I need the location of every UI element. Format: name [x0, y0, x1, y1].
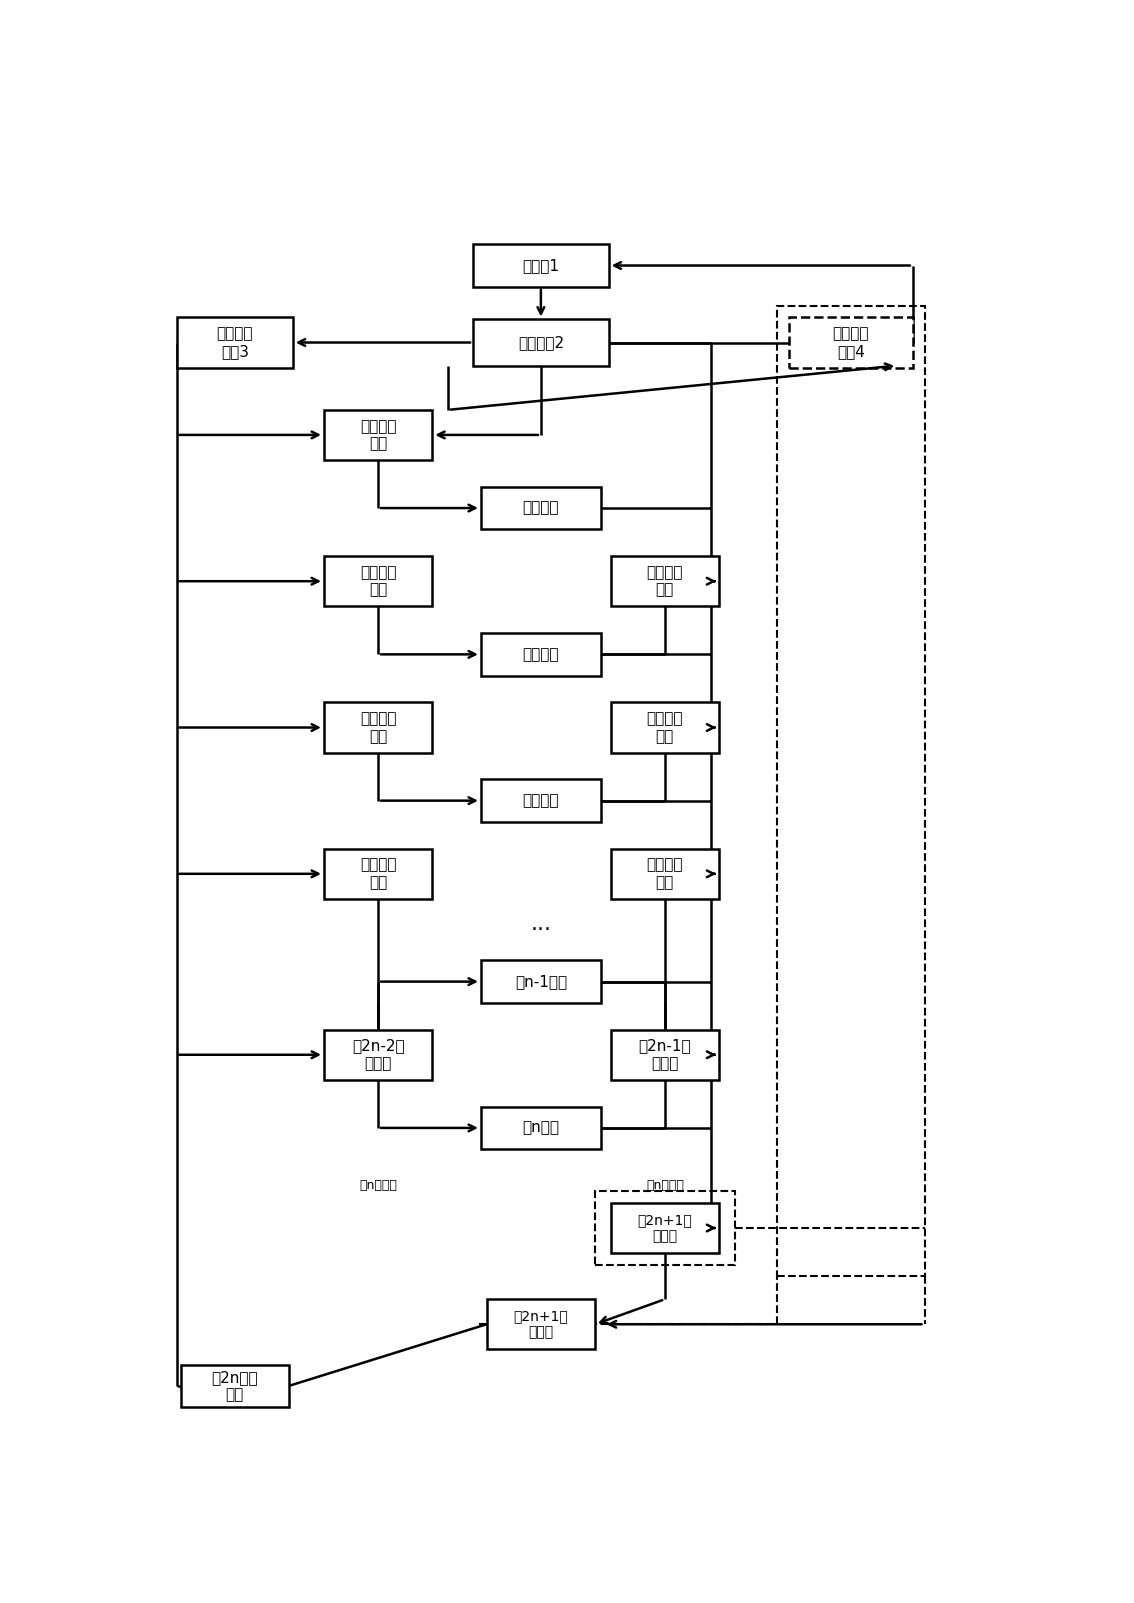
FancyBboxPatch shape	[180, 1364, 289, 1407]
Text: 第七程控
开关: 第七程控 开关	[646, 858, 683, 890]
FancyBboxPatch shape	[481, 487, 601, 529]
Text: 第2n程控
开关: 第2n程控 开关	[211, 1369, 259, 1403]
Text: 主控单关2: 主控单关2	[518, 335, 564, 349]
Text: 若n为偶数: 若n为偶数	[359, 1180, 397, 1193]
FancyBboxPatch shape	[610, 1029, 719, 1080]
FancyBboxPatch shape	[324, 702, 432, 752]
FancyBboxPatch shape	[324, 848, 432, 899]
FancyBboxPatch shape	[473, 244, 609, 287]
FancyBboxPatch shape	[481, 1106, 601, 1149]
Text: 磁共接收
收机4: 磁共接收 收机4	[832, 327, 869, 359]
Text: 第六程控
开关: 第六程控 开关	[359, 858, 397, 890]
Text: 第三程控
开关: 第三程控 开关	[646, 564, 683, 598]
FancyBboxPatch shape	[324, 410, 432, 460]
Text: 第2n+1程
控开关: 第2n+1程 控开关	[514, 1310, 568, 1340]
Text: 第n线圈: 第n线圈	[523, 1120, 559, 1135]
FancyBboxPatch shape	[324, 1029, 432, 1080]
FancyBboxPatch shape	[473, 319, 609, 365]
Text: 第一程控
开关: 第一程控 开关	[359, 418, 397, 450]
Text: 磁共振发
射机3: 磁共振发 射机3	[217, 327, 253, 359]
Text: 第二线圈: 第二线圈	[523, 648, 559, 662]
Text: 若n为奇数: 若n为奇数	[646, 1180, 684, 1193]
FancyBboxPatch shape	[610, 702, 719, 752]
FancyBboxPatch shape	[486, 1300, 595, 1350]
Text: 第2n-1程
控开关: 第2n-1程 控开关	[638, 1039, 692, 1071]
Text: 第三线圈: 第三线圈	[523, 793, 559, 808]
FancyBboxPatch shape	[610, 1202, 719, 1254]
FancyBboxPatch shape	[610, 556, 719, 606]
FancyBboxPatch shape	[481, 960, 601, 1003]
Text: 第一线圈: 第一线圈	[523, 500, 559, 516]
Text: 第n-1线圈: 第n-1线圈	[515, 975, 567, 989]
Text: ...: ...	[531, 914, 551, 935]
Text: 第四程控
开关: 第四程控 开关	[359, 712, 397, 744]
Text: 第二程控
开关: 第二程控 开关	[359, 564, 397, 598]
FancyBboxPatch shape	[789, 317, 913, 367]
Text: 第五程控
开关: 第五程控 开关	[646, 712, 683, 744]
FancyBboxPatch shape	[481, 779, 601, 822]
Text: 上位机1: 上位机1	[523, 258, 559, 273]
Text: 第2n+1程
控开关: 第2n+1程 控开关	[637, 1213, 692, 1242]
FancyBboxPatch shape	[324, 556, 432, 606]
FancyBboxPatch shape	[481, 633, 601, 675]
Text: 第2n-2程
控开关: 第2n-2程 控开关	[352, 1039, 405, 1071]
FancyBboxPatch shape	[610, 848, 719, 899]
FancyBboxPatch shape	[177, 317, 293, 367]
